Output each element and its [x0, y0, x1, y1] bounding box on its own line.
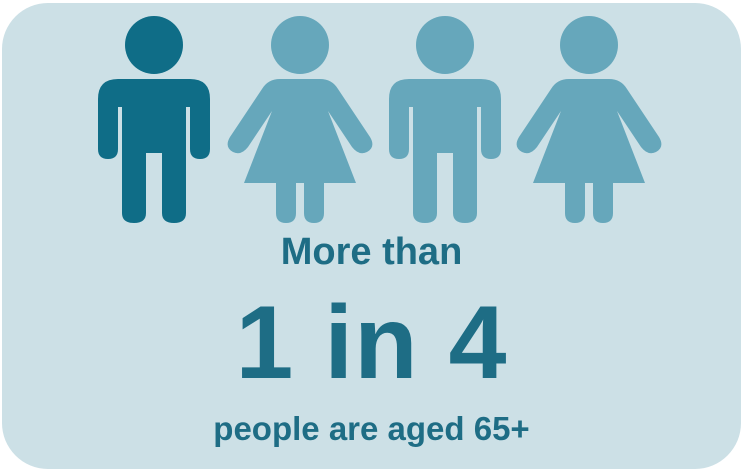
- male-person-icon: [389, 16, 501, 223]
- male-person-icon: [98, 16, 210, 223]
- stat-card: More than 1 in 4 people are aged 65+: [2, 3, 741, 469]
- tail-text: people are aged 65+: [213, 410, 530, 447]
- lead-text: More than: [280, 231, 463, 273]
- female-person-icon: [516, 16, 662, 223]
- people-icons-row: [2, 3, 741, 233]
- female-person-icon: [227, 16, 373, 223]
- stat-value: 1 in 4: [235, 285, 508, 401]
